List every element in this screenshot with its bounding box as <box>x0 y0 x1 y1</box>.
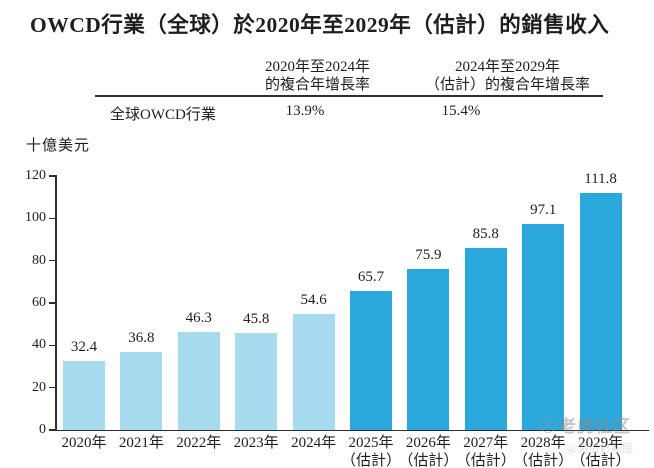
bar <box>177 331 220 430</box>
y-tick-label: 120 <box>25 168 46 183</box>
x-axis-category-label: 2022年 <box>176 435 222 451</box>
cagr-value-2024-2029: 15.4% <box>441 103 481 119</box>
y-tick-label: 60 <box>32 295 46 310</box>
y-tick-label: 40 <box>32 337 46 353</box>
x-axis-category-label: 2024年 <box>291 435 337 451</box>
bar <box>522 224 565 430</box>
x-axis-category-label: 2028年 （估計） <box>513 435 574 468</box>
y-axis-unit-label: 十億美元 <box>26 138 91 154</box>
table-divider <box>95 95 603 97</box>
y-axis-tick <box>49 386 55 389</box>
y-axis-tick <box>49 302 55 304</box>
x-axis-category-label: 2020年 <box>61 435 107 451</box>
chart-title: OWCD行業（全球）於2020年至2029年（估計）的銷售收入 <box>30 13 610 37</box>
x-axis-category-label: 2021年 <box>118 435 164 451</box>
bar <box>464 248 507 430</box>
bar <box>350 290 392 430</box>
bar-value-label: 45.8 <box>243 311 270 328</box>
y-axis-tick <box>49 175 55 177</box>
bar <box>407 269 450 430</box>
y-axis-tick <box>49 259 55 262</box>
bar <box>579 193 622 430</box>
bar <box>292 314 335 430</box>
watermark-subtext: @港股打新股 <box>568 443 634 455</box>
cagr-header-2020-2024: 2020年至2024年 的複合年增長率 <box>225 58 410 94</box>
y-axis-tick <box>49 429 55 431</box>
y-tick-label: 20 <box>32 379 46 395</box>
cagr-value-2020-2024: 13.9% <box>285 103 325 119</box>
bar-value-label: 36.8 <box>128 330 155 347</box>
watermark-text: 老虎社区 <box>559 417 631 436</box>
cagr-header-line: 的複合年增長率 <box>264 77 370 93</box>
y-tick-label: 80 <box>32 252 46 268</box>
x-axis-category-label: 2029年 （估計） <box>570 435 631 468</box>
x-axis-category-label: 2026年 （估計） <box>398 435 459 468</box>
cagr-header-line: （估計）的複合年增長率 <box>424 77 590 93</box>
x-axis-category-label: 2027年 （估計） <box>455 435 516 468</box>
table-row-label: 全球OWCD行業 <box>110 107 216 123</box>
bar-value-label: 97.1 <box>530 202 557 219</box>
bar <box>120 352 163 430</box>
y-tick-label: 0 <box>39 422 46 437</box>
cagr-header-line: 2024年至2029年 <box>454 59 560 75</box>
bar-value-label: 32.4 <box>70 339 98 356</box>
cagr-header-2024-2029: 2024年至2029年 （估計）的複合年增長率 <box>390 58 625 94</box>
bar <box>63 361 105 430</box>
bar-value-label: 46.3 <box>185 309 212 326</box>
bar-value-label: 65.7 <box>357 268 385 285</box>
bar-value-label: 54.6 <box>300 292 327 309</box>
x-axis-line <box>55 429 649 431</box>
cagr-header-line: 2020年至2024年 <box>264 59 370 75</box>
x-axis-category-label: 2025年 （估計） <box>340 435 401 468</box>
y-axis-tick <box>49 344 55 347</box>
bar-value-label: 85.8 <box>472 226 499 243</box>
tiger-badge-icon: 虎 <box>540 416 556 433</box>
bar-value-label: 75.9 <box>415 247 442 264</box>
bar <box>235 333 278 430</box>
x-axis-category-label: 2023年 <box>233 435 279 451</box>
watermark: 虎 老虎社区 @港股打新股 <box>540 412 652 456</box>
y-axis-line <box>55 175 57 430</box>
y-axis-tick <box>49 217 55 220</box>
y-tick-label: 100 <box>25 210 46 226</box>
bar-value-label: 111.8 <box>584 171 617 188</box>
